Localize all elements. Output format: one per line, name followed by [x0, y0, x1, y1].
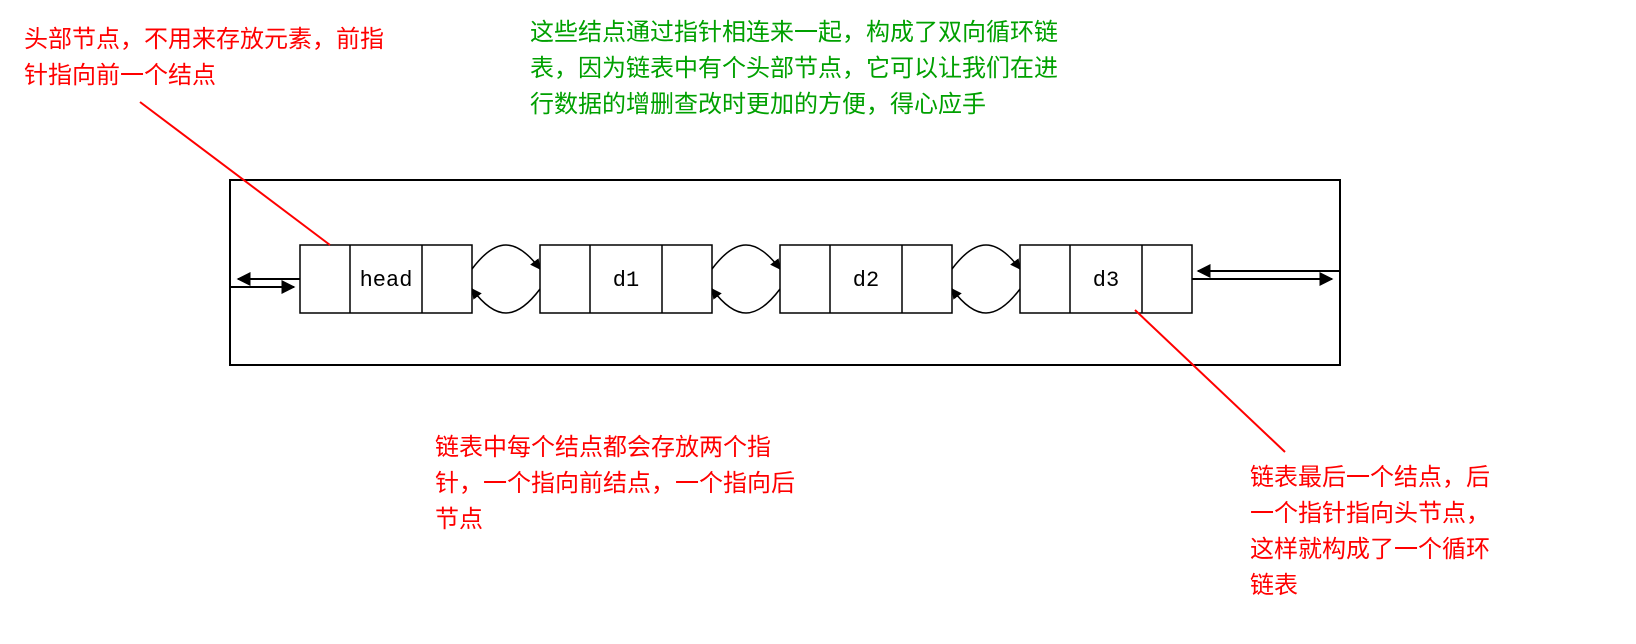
- leader-line-0: [140, 102, 330, 245]
- node-d2: d2: [780, 245, 952, 313]
- annotation-top_right: 这些结点通过指针相连来一起，构成了双向循环链 表，因为链表中有个头部节点，它可以…: [530, 15, 1230, 123]
- node-head: head: [300, 245, 472, 313]
- leader-line-1: [1135, 310, 1285, 452]
- node-d3: d3: [1020, 245, 1192, 313]
- node-label-d1: d1: [613, 268, 639, 293]
- node-label-head: head: [360, 268, 413, 293]
- diagram-stage: head d1 d2 d3 头部节点，不用来存放元素，前指 针指向前一个结点这些结点通…: [0, 0, 1636, 644]
- node-label-d3: d3: [1093, 268, 1119, 293]
- annotation-top_left: 头部节点，不用来存放元素，前指 针指向前一个结点: [24, 22, 484, 94]
- node-label-d2: d2: [853, 268, 879, 293]
- node-d1: d1: [540, 245, 712, 313]
- annotation-bottom_mid: 链表中每个结点都会存放两个指 针，一个指向前结点，一个指向后 节点: [435, 430, 895, 538]
- annotation-bottom_right: 链表最后一个结点，后 一个指针指向头节点， 这样就构成了一个循环 链表: [1250, 460, 1610, 604]
